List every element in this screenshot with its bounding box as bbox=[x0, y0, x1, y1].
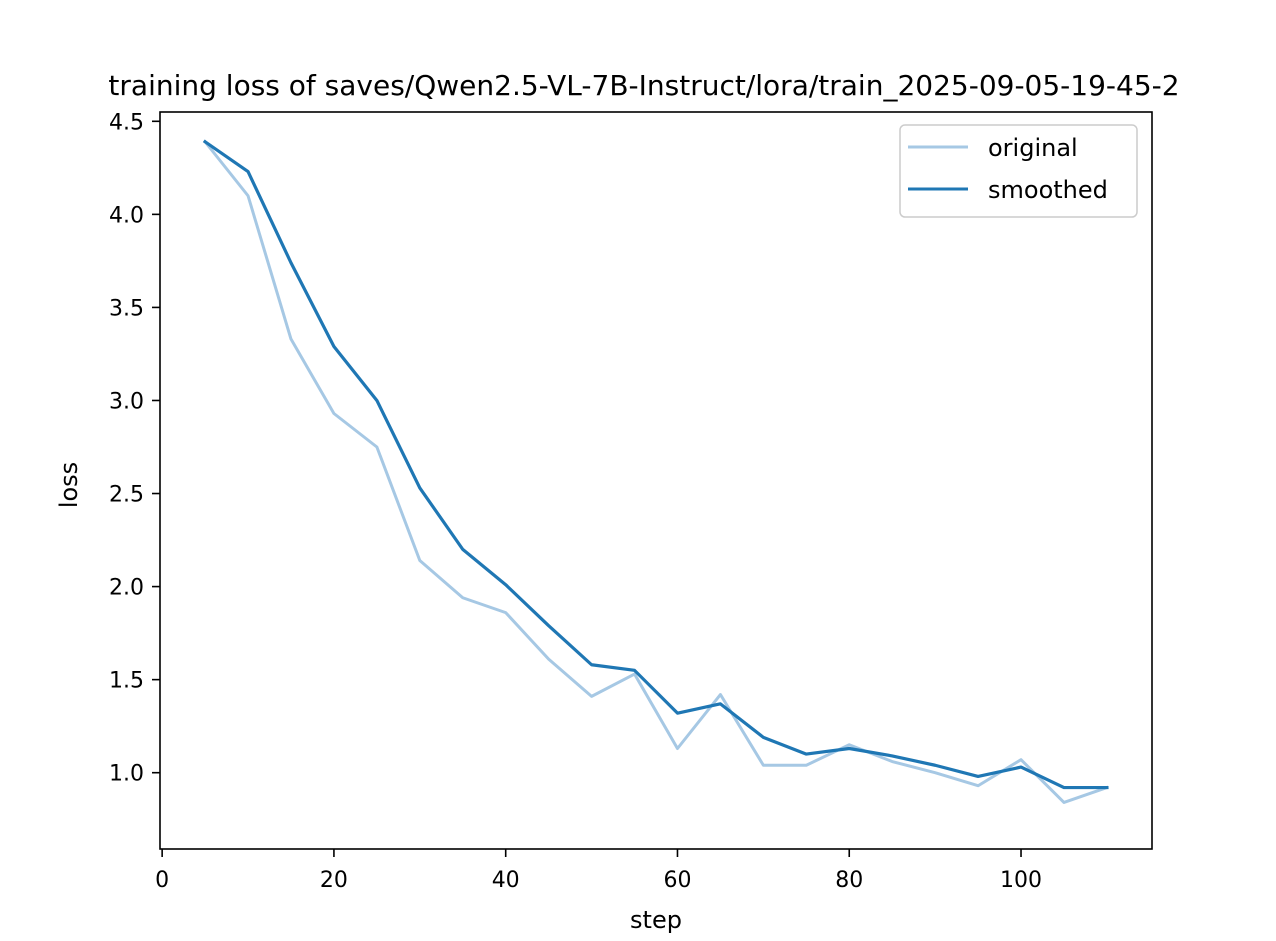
y-tick-label: 4.0 bbox=[109, 203, 144, 228]
y-tick-label: 2.0 bbox=[109, 576, 144, 601]
plot-area-frame bbox=[159, 111, 1153, 850]
x-axis-label: step bbox=[630, 906, 682, 934]
y-tick-label: 3.5 bbox=[109, 296, 144, 321]
y-tick-label: 4.5 bbox=[109, 110, 144, 135]
x-tick-label: 100 bbox=[1000, 868, 1042, 893]
x-tick-label: 80 bbox=[835, 868, 863, 893]
y-tick-label: 1.0 bbox=[109, 762, 144, 787]
x-tick-label: 60 bbox=[663, 868, 691, 893]
x-axis-ticks: 0 20 40 60 80 100 bbox=[155, 849, 1042, 893]
legend-label-smoothed: smoothed bbox=[988, 176, 1108, 204]
y-axis-ticks: 1.0 1.5 2.0 2.5 3.0 3.5 4.0 4.5 bbox=[109, 110, 160, 787]
series-layer bbox=[202, 139, 1109, 804]
x-tick-label: 40 bbox=[492, 868, 520, 893]
y-axis-label: loss bbox=[55, 462, 83, 508]
series-line-smoothed bbox=[202, 139, 1109, 790]
y-tick-label: 1.5 bbox=[109, 669, 144, 694]
y-tick-label: 3.0 bbox=[109, 389, 144, 414]
x-tick-label: 20 bbox=[320, 868, 348, 893]
chart-title: training loss of saves/Qwen2.5-VL-7B-Ins… bbox=[108, 69, 1179, 102]
x-tick-label: 0 bbox=[155, 868, 169, 893]
legend-label-original: original bbox=[988, 134, 1078, 162]
legend: original smoothed bbox=[899, 124, 1138, 218]
series-line-original bbox=[202, 139, 1109, 804]
y-tick-label: 2.5 bbox=[109, 483, 144, 508]
